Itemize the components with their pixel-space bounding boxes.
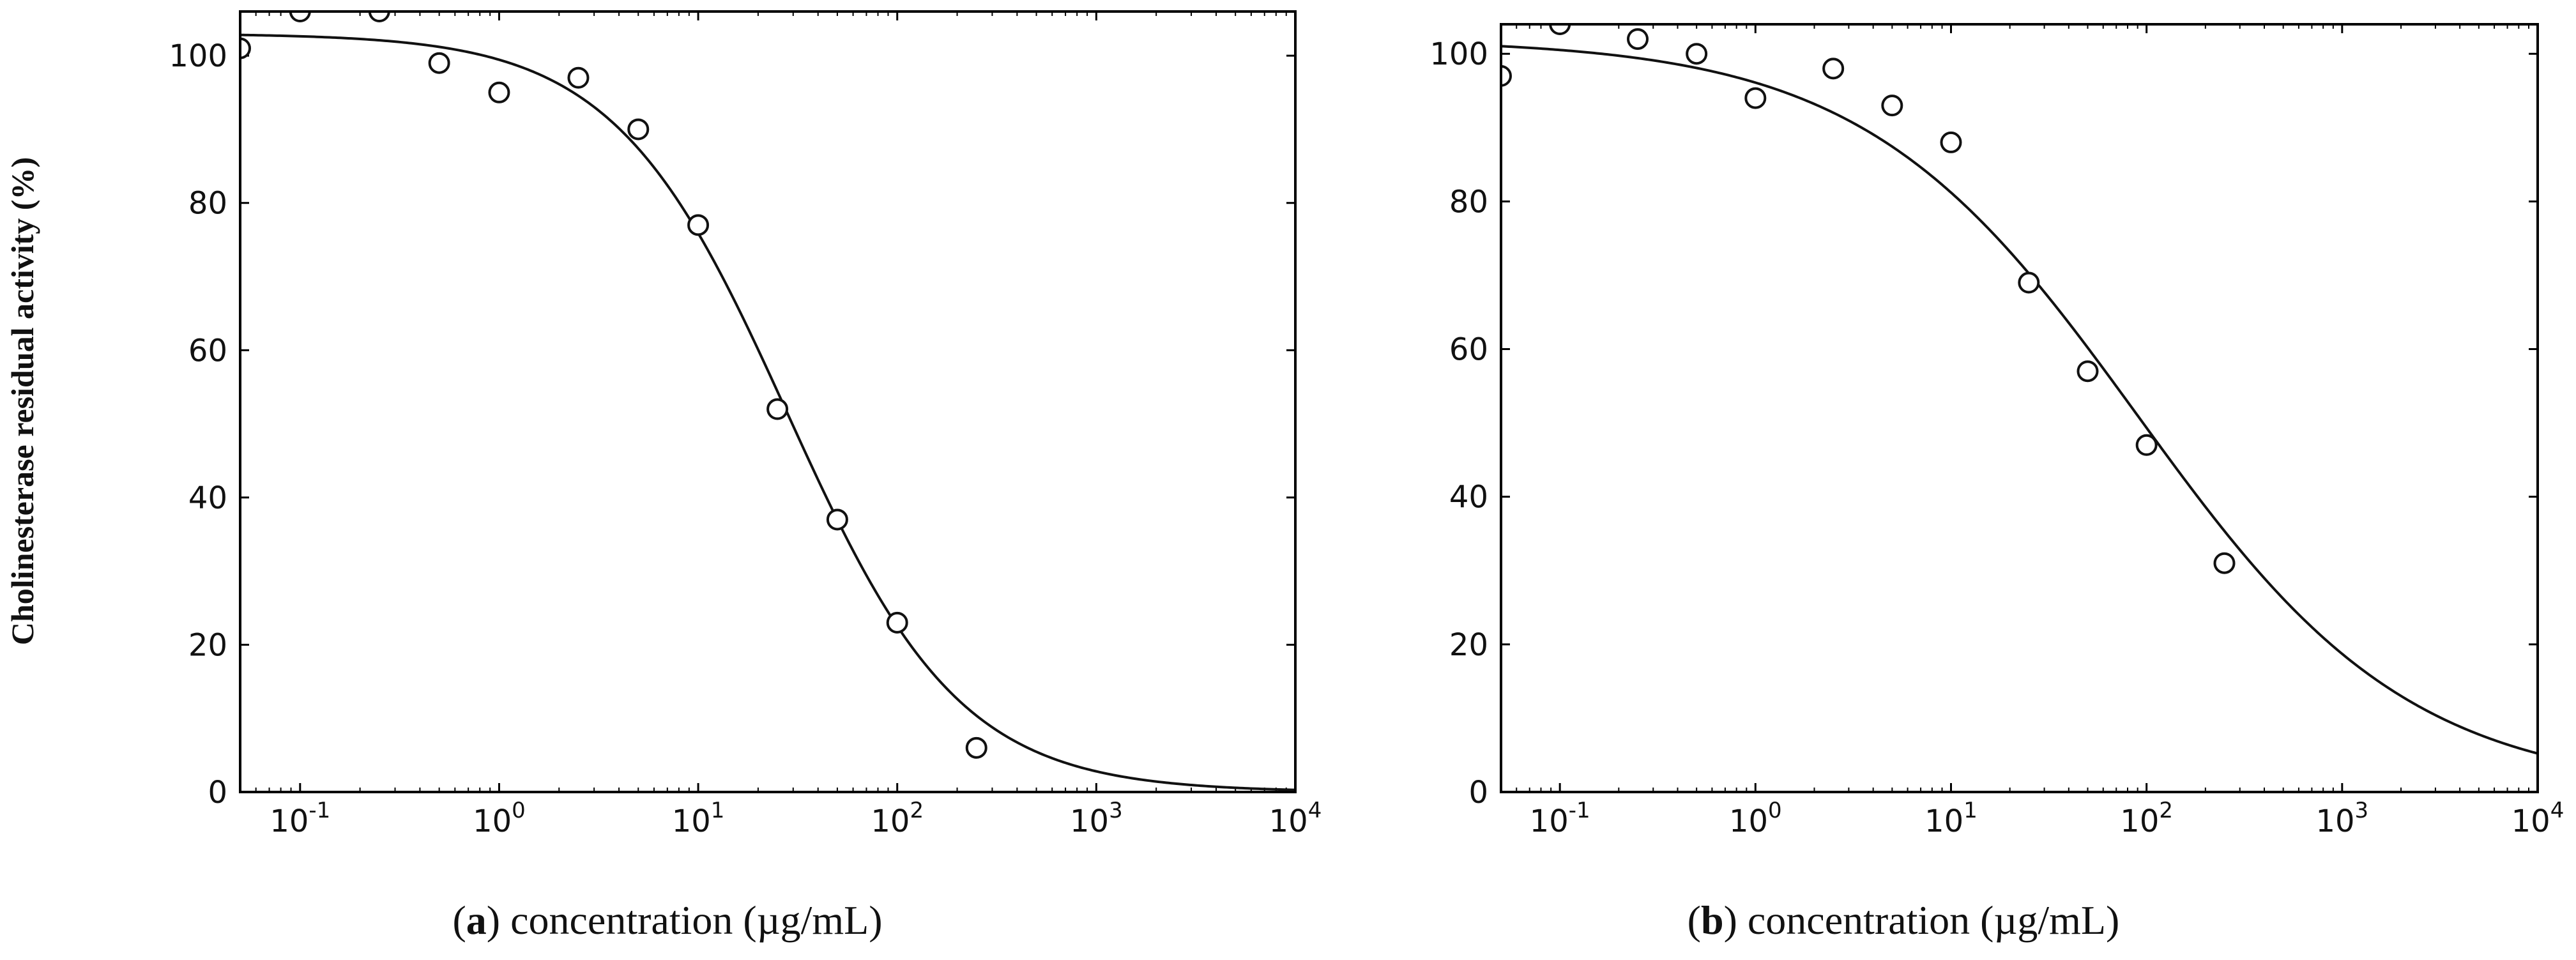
- panel-b-plot-frame: [1500, 23, 2539, 793]
- panel-b-data-point: [1940, 131, 1962, 153]
- panel-b-caption-text: concentration (µg/mL): [1748, 897, 2119, 943]
- panel-a-data-point: [368, 11, 390, 22]
- panel-b-ytick-label: 40: [1449, 480, 1488, 515]
- panel-a-data-point: [428, 52, 450, 74]
- panel-a-xtick-label: 10-1: [270, 798, 330, 839]
- panel-b-data-point: [2213, 552, 2236, 574]
- panel-b-data-point: [1686, 43, 1708, 65]
- panel-a-data-point: [965, 736, 987, 759]
- panel-a-xtick-label: 100: [473, 798, 526, 839]
- panel-b-data-point: [1822, 57, 1845, 80]
- panel-b-xtick-label: 101: [1924, 798, 1978, 839]
- panel-a-data-point: [567, 66, 590, 89]
- panel-b-xtick-label: 10-1: [1530, 798, 1590, 839]
- y-axis-label: Cholinesterase residual activity (%): [4, 157, 40, 645]
- panel-a-ytick-label: 100: [169, 38, 227, 74]
- panel-b-data-point: [1627, 28, 1649, 50]
- panel-b-caption: (b) concentration (µg/mL): [1688, 897, 2120, 943]
- panel-a-xtick-label: 103: [1070, 798, 1123, 839]
- panel-b: 0 20 40 60 80 100 10-1 100 101 102 103 104: [1429, 23, 2565, 839]
- panel-b-ytick-label: 20: [1449, 627, 1488, 663]
- panel-b-xtick-label: 104: [2511, 798, 2565, 839]
- panel-b-data-point: [1549, 24, 1571, 35]
- panel-b-xtick-label: 103: [2315, 798, 2368, 839]
- panel-a-data-point: [826, 508, 848, 531]
- panel-a-xtick-label: 102: [871, 798, 924, 839]
- panel-b-data-point: [1501, 65, 1512, 87]
- panel-b-data-point: [1744, 87, 1767, 109]
- panel-a-ytick-label: 20: [188, 627, 227, 663]
- panel-b-letter: b: [1701, 897, 1724, 943]
- panel-a: 0 20 40 60 80 100 10-1 100 101 102 103 104: [169, 10, 1322, 839]
- panel-b-data-point: [2135, 434, 2158, 456]
- panel-b-xtick-label: 102: [2120, 798, 2173, 839]
- panel-a-caption: (a) concentration (µg/mL): [452, 897, 882, 943]
- panel-a-data-point: [240, 37, 251, 59]
- panel-b-fit-curve: [1501, 45, 2538, 755]
- panel-a-data-point: [289, 11, 311, 22]
- panel-a-plot-frame: [239, 10, 1297, 793]
- panel-b-ytick-label: 60: [1449, 332, 1488, 368]
- panel-a-ytick-label: 60: [188, 333, 227, 369]
- panel-b-ytick-label: 80: [1449, 184, 1488, 220]
- panel-a-xtick-label: 101: [672, 798, 725, 839]
- panel-b-ytick-label: 0: [1468, 775, 1488, 811]
- panel-b-ytick-label: 100: [1429, 36, 1488, 72]
- panel-a-data-point: [766, 398, 789, 420]
- panel-a-data-point: [687, 214, 710, 236]
- panel-b-xtick-label: 100: [1729, 798, 1782, 839]
- panel-a-data-point: [488, 81, 510, 103]
- panel-a-letter: a: [466, 897, 487, 943]
- panel-a-data-point: [886, 611, 908, 634]
- panel-b-data-point: [1881, 95, 1903, 117]
- panel-a-ytick-label: 40: [188, 480, 227, 516]
- panel-b-data-point: [2077, 360, 2099, 383]
- panel-a-ytick-label: 80: [188, 186, 227, 222]
- panel-a-caption-text: concentration (µg/mL): [510, 897, 882, 943]
- panel-a-xtick-label: 104: [1269, 798, 1322, 839]
- panel-b-data-point: [2018, 271, 2040, 294]
- panel-a-ytick-label: 0: [208, 775, 227, 811]
- panel-a-fit-curve: [240, 33, 1295, 791]
- panel-a-data-point: [627, 118, 650, 141]
